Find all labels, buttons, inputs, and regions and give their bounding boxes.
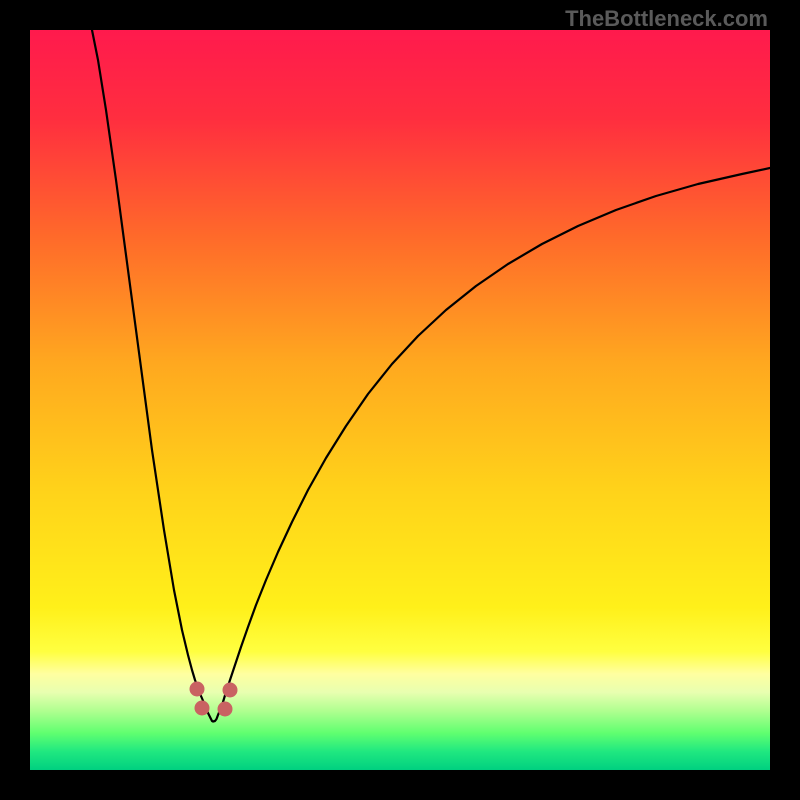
curve-marker: [218, 702, 233, 717]
curve-marker: [190, 682, 205, 697]
plot-area: [30, 30, 770, 770]
chart-svg: [30, 30, 770, 770]
marker-group: [190, 682, 238, 717]
curve-marker: [195, 701, 210, 716]
curve-marker: [223, 683, 238, 698]
bottleneck-curve: [92, 30, 770, 722]
watermark-text: TheBottleneck.com: [565, 6, 768, 32]
